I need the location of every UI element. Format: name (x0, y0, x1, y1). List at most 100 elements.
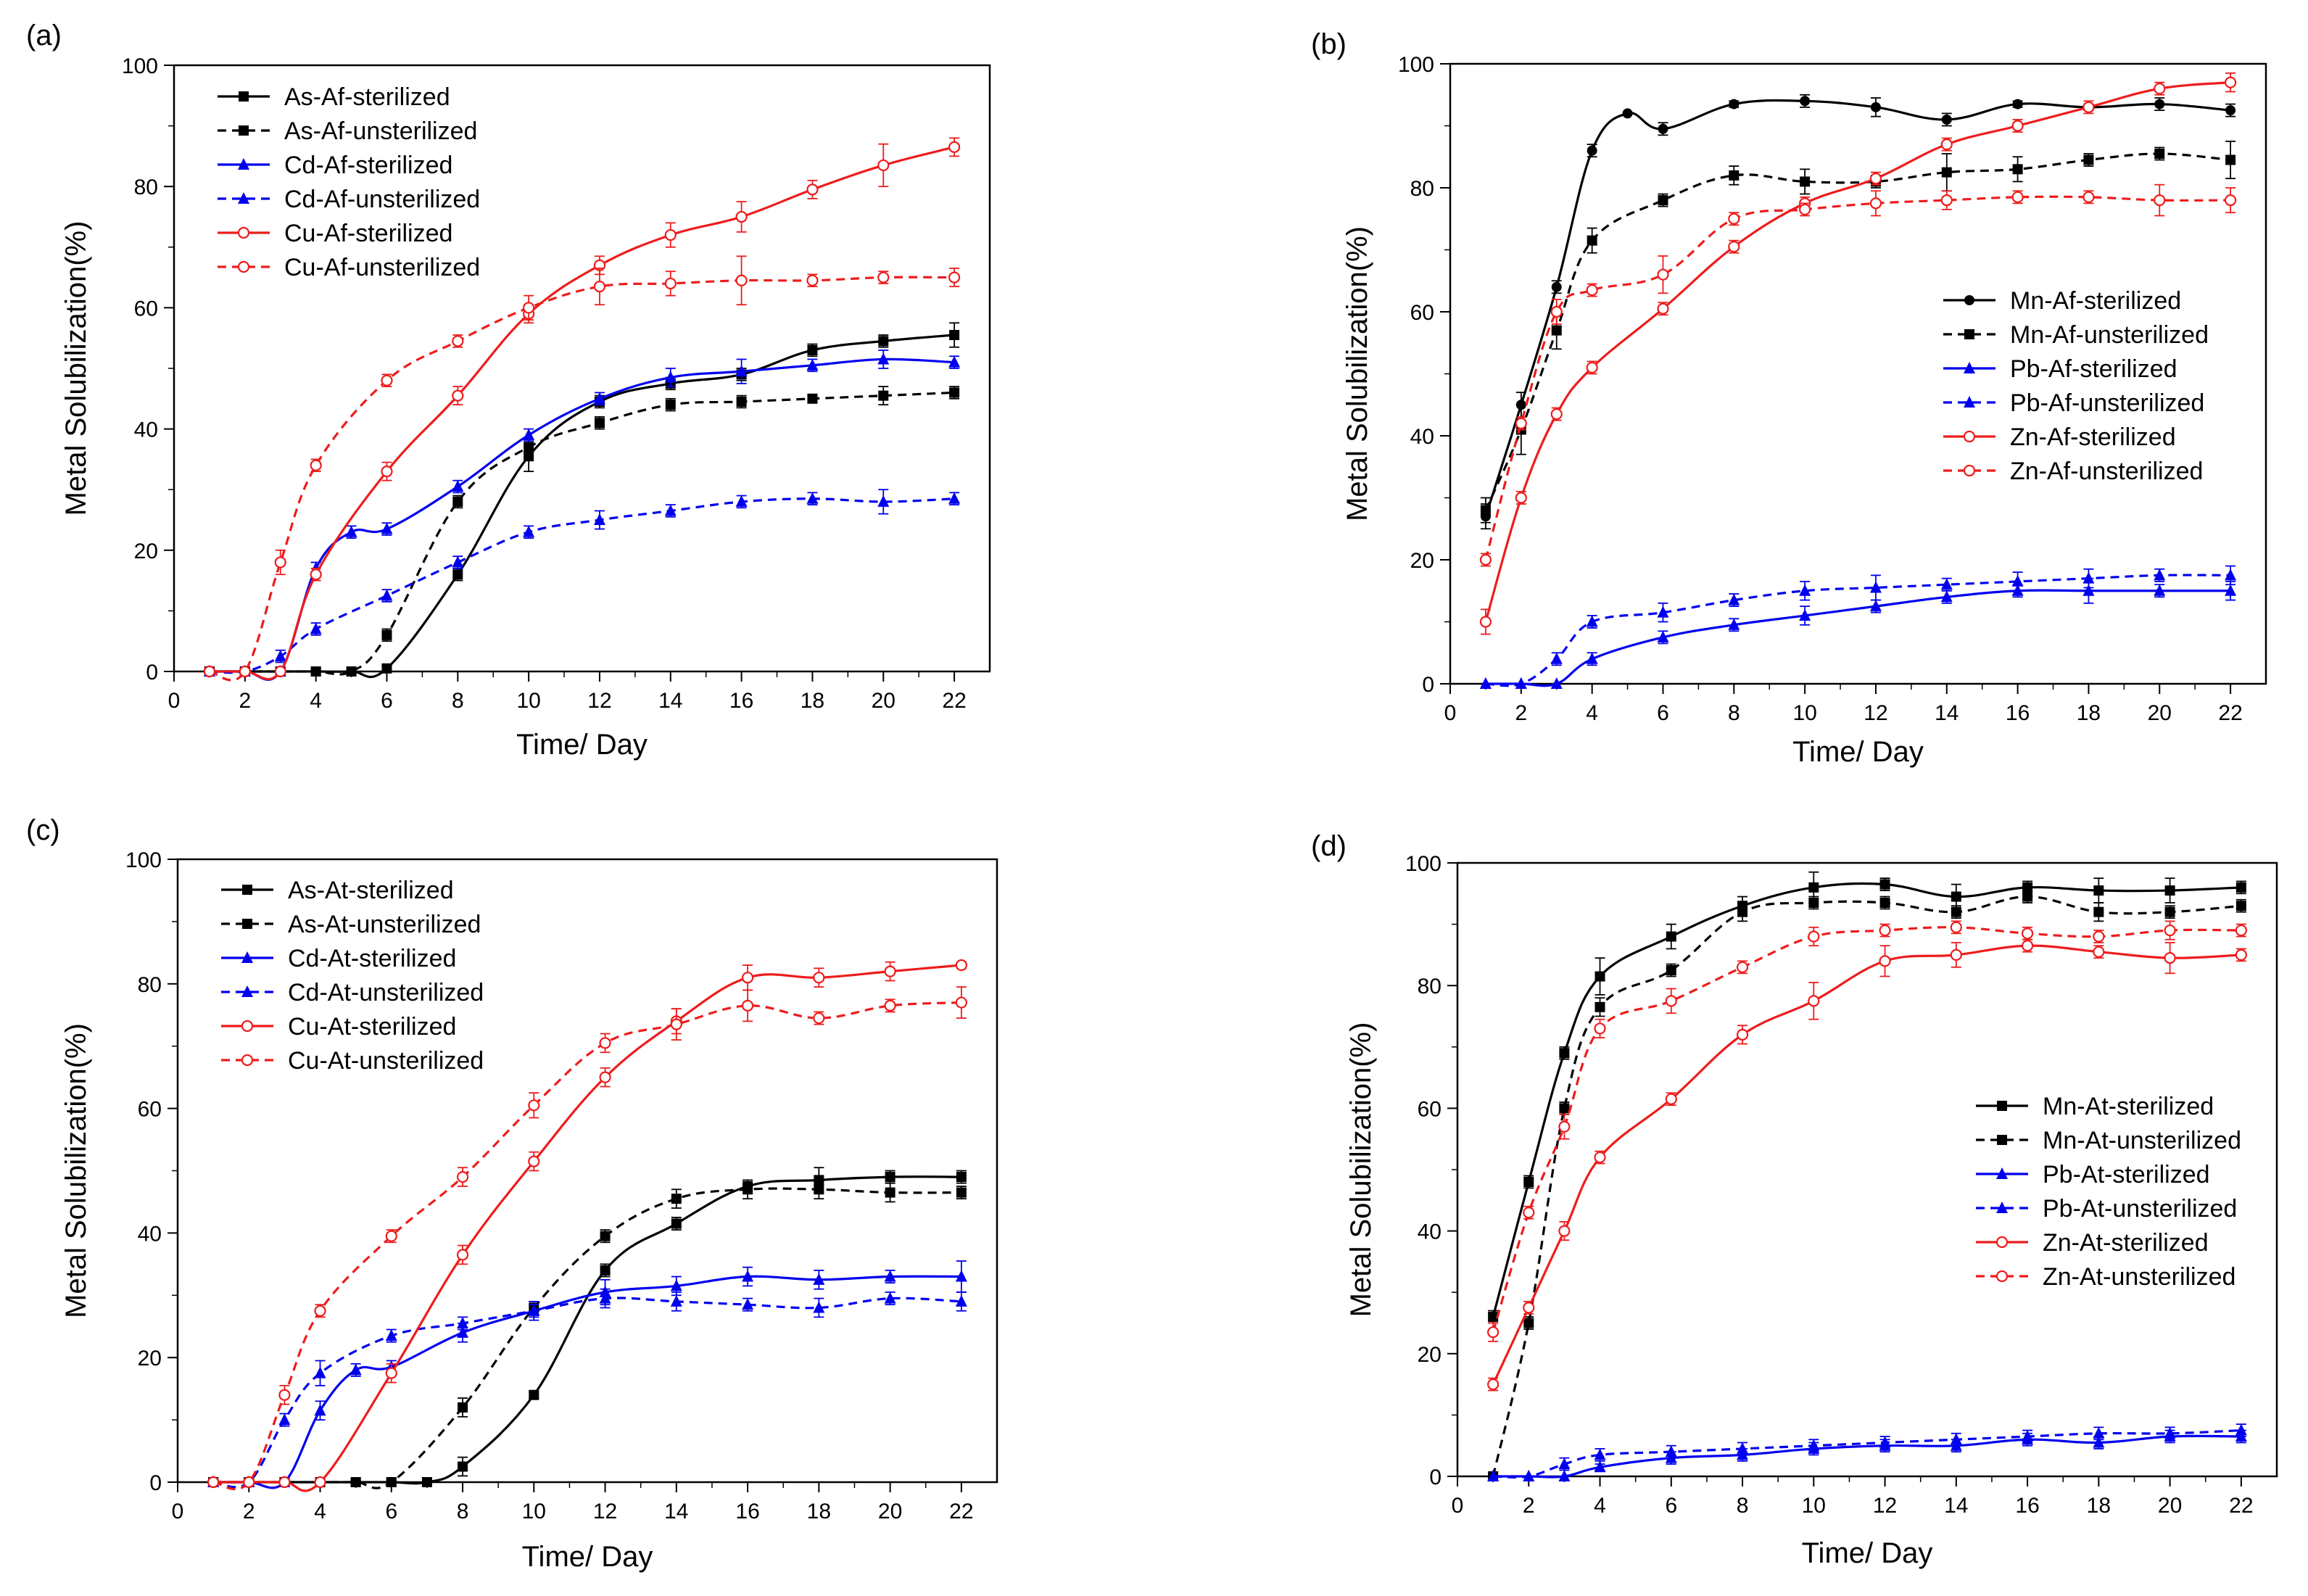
data-point (664, 228, 677, 241)
x-tick-label: 10 (522, 1500, 546, 1523)
legend-marker (238, 192, 249, 204)
data-point (2082, 584, 2095, 596)
data-point (813, 972, 825, 984)
series-Cu-At-sterilized (207, 959, 967, 1492)
data-point (1736, 1028, 1749, 1041)
legend-marker (241, 1020, 254, 1033)
x-tick-label: 4 (310, 689, 322, 713)
series-line (1492, 895, 2242, 1477)
x-tick-label: 6 (385, 1500, 397, 1523)
data-point (2082, 191, 2095, 203)
x-tick-label: 6 (1665, 1494, 1677, 1518)
data-point (806, 183, 819, 196)
data-point (1479, 677, 1492, 689)
legend-label: Zn-At-unsterilized (2043, 1263, 2235, 1291)
x-tick-label: 8 (457, 1500, 469, 1523)
data-point (1941, 114, 1952, 125)
data-point (239, 665, 251, 678)
series-line (209, 357, 955, 681)
data-point (813, 1012, 825, 1025)
data-point (956, 1187, 967, 1198)
data-point (1487, 1470, 1500, 1481)
data-point (1879, 955, 1891, 967)
series-line (1492, 926, 2241, 1333)
legend-label: Mn-At-unsterilized (2043, 1127, 2241, 1154)
x-tick-label: 0 (172, 1500, 184, 1523)
data-point (2093, 885, 2104, 896)
chart-panel-c: (c) 0 2 4 6 8 10 12 14 16 18 20 22 0 20 40 60 80 100 Time/ … (26, 814, 998, 1573)
data-point (1808, 897, 1819, 908)
data-point (314, 1304, 326, 1317)
legend-entry: Cd-Af-sterilized (218, 152, 452, 179)
legend-marker (1964, 362, 1975, 373)
legend-entry: Mn-At-unsterilized (1976, 1127, 2241, 1154)
legend-label: Cu-Af-sterilized (284, 220, 452, 247)
data-point (1808, 930, 1820, 943)
series-Zn-Af-unsterilized (1479, 183, 2237, 567)
data-point (1523, 1302, 1535, 1314)
series-Cu-Af-unsterilized (203, 255, 961, 682)
data-point (807, 344, 818, 355)
legend-label: Pb-Af-sterilized (2010, 355, 2177, 383)
series-line (213, 1275, 961, 1489)
data-point (314, 1476, 326, 1489)
y-tick-label: 0 (149, 1471, 162, 1495)
legend-marker (1964, 295, 1974, 305)
data-point (1729, 170, 1740, 181)
legend-marker (1997, 1101, 2007, 1111)
data-point (2022, 891, 2033, 902)
data-point (2154, 568, 2166, 581)
data-point (310, 459, 322, 471)
legend-entry: Mn-Af-sterilized (1943, 287, 2181, 315)
legend-marker (241, 985, 253, 997)
data-point (1951, 891, 1961, 902)
y-tick-label: 80 (1418, 975, 1442, 998)
data-point (599, 1291, 611, 1304)
data-point (1594, 1001, 1605, 1012)
data-point (274, 650, 286, 662)
x-tick-label: 2 (243, 1500, 255, 1523)
series-As-At-unsterilized (208, 1179, 967, 1489)
x-tick-label: 16 (2015, 1494, 2039, 1518)
data-point (593, 513, 605, 525)
data-point (452, 335, 464, 347)
data-point (1479, 616, 1492, 628)
data-point (1558, 1120, 1571, 1133)
data-point (1551, 281, 1562, 292)
series-line (213, 1187, 961, 1489)
series-line (1492, 882, 2241, 1318)
legend-entry: Cd-Af-unsterilized (218, 186, 480, 213)
legend-label: As-At-unsterilized (288, 911, 481, 938)
data-point (2154, 584, 2166, 596)
data-point (599, 1071, 611, 1083)
data-point (2021, 927, 2034, 940)
legend-marker (241, 951, 253, 963)
x-tick-label: 8 (1737, 1494, 1749, 1518)
data-point (1950, 1433, 1962, 1445)
x-tick-label: 16 (729, 689, 753, 713)
legend-entry: Cu-At-sterilized (221, 1013, 456, 1041)
legend-entry: Pb-Af-unsterilized (1943, 389, 2204, 417)
data-point (1479, 553, 1492, 566)
data-point (1940, 138, 1953, 151)
data-point (878, 336, 889, 347)
data-point (345, 525, 357, 537)
data-point (1951, 906, 1961, 917)
y-tick-label: 60 (134, 297, 158, 321)
data-point (806, 358, 819, 371)
data-point (2154, 194, 2166, 207)
data-point (1736, 961, 1749, 973)
data-point (2082, 571, 2095, 584)
data-point (1594, 1022, 1606, 1035)
data-point (664, 277, 677, 290)
y-tick-label: 60 (1410, 301, 1434, 325)
x-tick-label: 22 (942, 689, 966, 713)
series-Cu-At-unsterilized (207, 986, 967, 1491)
x-tick-label: 4 (1586, 701, 1598, 725)
data-point (381, 374, 393, 386)
data-point (1940, 590, 1953, 603)
data-point (1950, 921, 1962, 933)
legend-entry: Cd-At-unsterilized (221, 979, 484, 1006)
series-line (212, 1001, 961, 1491)
x-tick-label: 20 (878, 1500, 902, 1523)
